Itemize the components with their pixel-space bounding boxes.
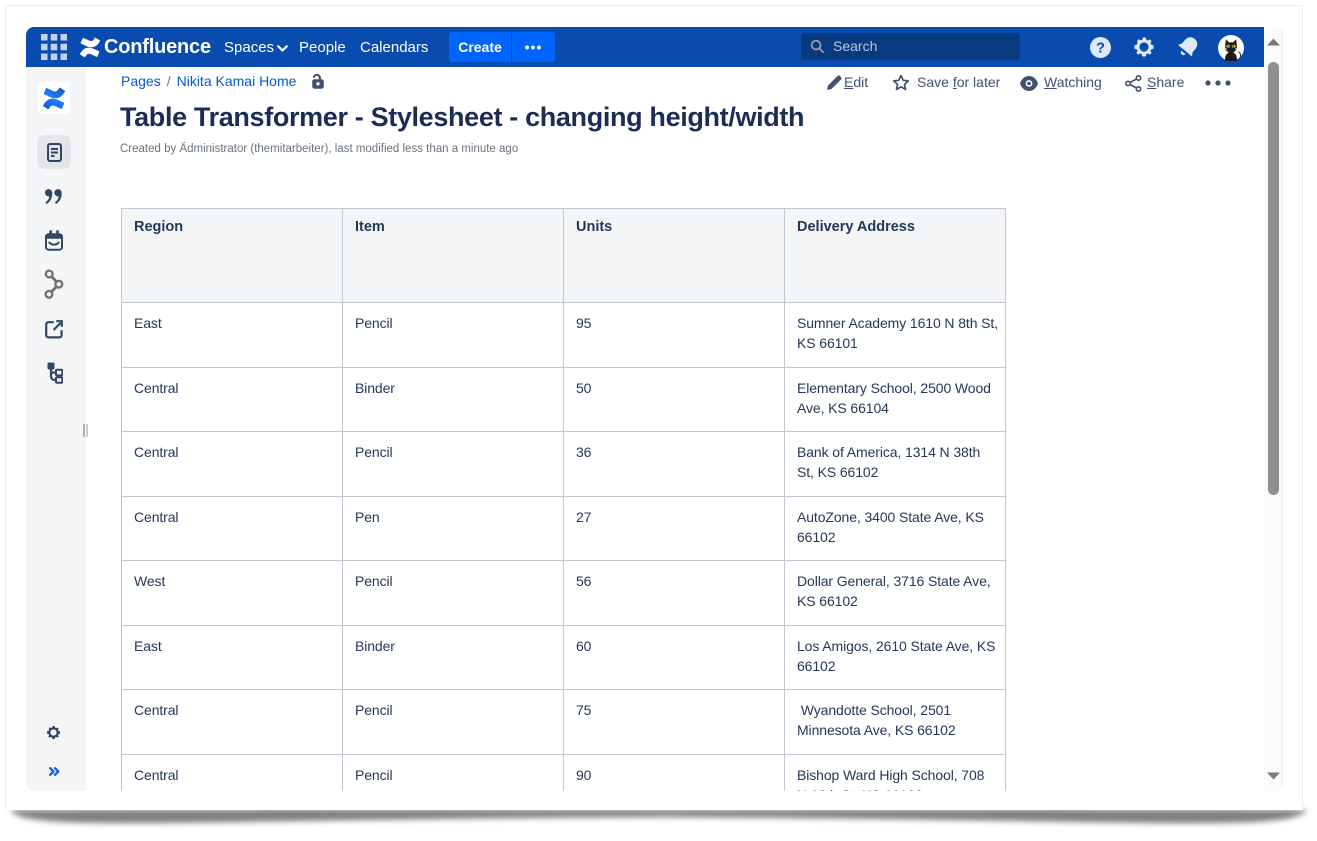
svg-text:?: ? <box>1096 40 1105 56</box>
